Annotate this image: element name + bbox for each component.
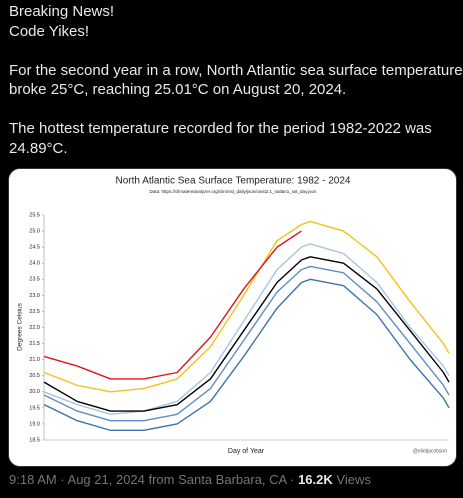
chart: North Atlantic Sea Surface Temperature: … [9, 169, 456, 466]
series-line [43, 230, 302, 380]
series-line [43, 220, 450, 393]
y-tick-label: 25.0 [29, 229, 40, 235]
text-line: broke 25°C, reaching 25.01°C on August 2… [9, 81, 347, 98]
y-tick-label: 25.5 [29, 212, 40, 218]
text-line: The hottest temperature recorded for the… [9, 120, 432, 137]
series-line [43, 256, 450, 412]
timestamp[interactable]: 9:18 AM · Aug 21, 2024 from Santa Barbar… [9, 472, 295, 487]
views-count: 16.2K [298, 472, 333, 487]
y-tick-label: 20.5 [29, 373, 40, 379]
y-tick-label: 19.5 [29, 405, 40, 411]
y-tick-label: 19.0 [29, 421, 40, 427]
y-tick-label: 23.5 [29, 277, 40, 283]
y-tick-label: 24.5 [29, 245, 40, 251]
y-axis-label: Degrees Celsius [17, 302, 24, 350]
chart-title: North Atlantic Sea Surface Temperature: … [116, 176, 351, 187]
chart-subtitle: Data: https://climatereanalyzer.org/clim… [149, 189, 316, 194]
y-tick-label: 21.5 [29, 341, 40, 347]
series-line [43, 243, 450, 415]
views-label: Views [336, 472, 371, 487]
x-axis-label: Day of Year [228, 448, 265, 455]
text-line: 24.89°C. [9, 139, 68, 157]
y-tick-label: 18.5 [29, 437, 40, 443]
y-tick-label: 23.0 [29, 293, 40, 299]
tweet-text: Breaking News! Code Yikes! For the second … [9, 2, 463, 178]
text-line: Code Yikes! [9, 22, 90, 40]
text-line: Breaking News! [9, 3, 115, 20]
y-tick-label: 22.0 [29, 325, 40, 331]
chart-card: North Atlantic Sea Surface Temperature: … [8, 168, 457, 467]
series-line [43, 278, 450, 432]
y-tick-label: 24.0 [29, 261, 40, 267]
footer: 9:18 AM · Aug 21, 2024 from Santa Barbar… [9, 472, 371, 487]
watermark: @eliotjacobson [413, 448, 447, 454]
y-tick-label: 20.0 [29, 389, 40, 395]
paragraph: For the second year in a row, North Atla… [9, 61, 463, 100]
y-tick-label: 22.5 [29, 309, 40, 315]
chart-background [9, 169, 456, 466]
paragraph: The hottest temperature recorded for the… [9, 119, 459, 158]
series-line [43, 265, 450, 422]
y-tick-label: 21.0 [29, 357, 40, 363]
paragraph: Breaking News! Code Yikes! [9, 2, 459, 41]
text-line: For the second year in a row, North Atla… [9, 61, 463, 79]
